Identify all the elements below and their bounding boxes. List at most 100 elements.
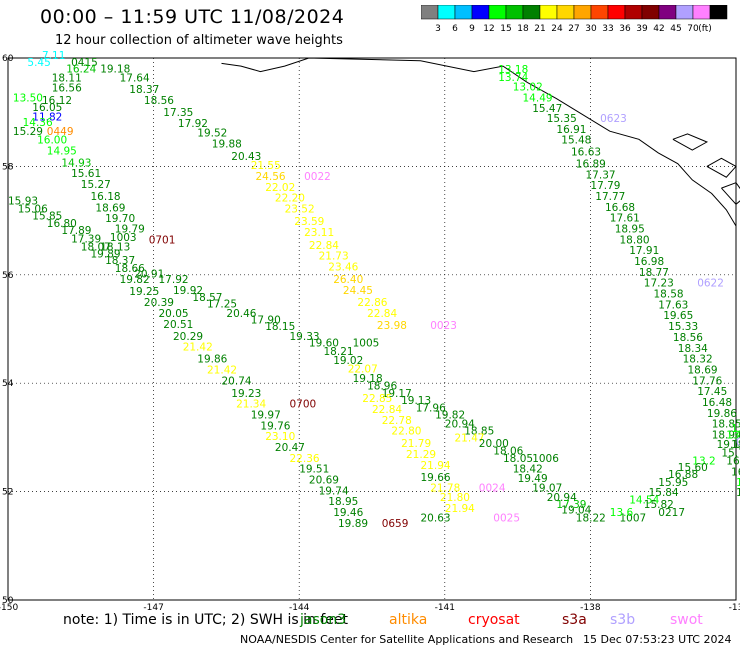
wave-height-label: 14.49 — [523, 92, 553, 104]
longitude-tick-label: -141 — [435, 603, 455, 613]
wave-height-label: 17.45 — [697, 386, 727, 398]
wave-height-label: 0701 — [149, 234, 176, 246]
wave-height-label: 16.02 — [736, 487, 740, 499]
wave-height-label: 16.91 — [556, 124, 586, 136]
wave-height-label: 23.98 — [377, 320, 407, 332]
wave-height-label: 18.95 — [615, 224, 645, 236]
wave-height-label: 13.74 — [498, 72, 528, 84]
wave-height-label: 22.84 — [309, 240, 339, 252]
wave-height-label: 23.10 — [265, 431, 295, 443]
wave-height-label: 21.34 — [236, 399, 266, 411]
wave-height-label: 16.63 — [571, 147, 601, 159]
wave-height-label: 22.02 — [265, 182, 295, 194]
latitude-tick-label: 52 — [2, 488, 13, 498]
wave-height-label: 18.21 — [324, 346, 354, 358]
wave-height-label: 21.79 — [401, 438, 431, 450]
wave-height-label: 20.51 — [163, 319, 193, 331]
longitude-tick-label: -147 — [143, 603, 163, 613]
wave-height-label: 0659 — [382, 518, 409, 530]
wave-height-label: 18.96 — [367, 381, 397, 393]
colorbar-tick-label: 30 — [585, 24, 597, 34]
wave-height-label: 17.91 — [629, 245, 659, 257]
colorbar-tick-label: 9 — [469, 24, 475, 34]
wave-height-label: 19.18 — [100, 64, 130, 76]
latitude-tick-label: 54 — [2, 379, 14, 389]
colorbar-tick-label: 6 — [452, 24, 458, 34]
wave-height-label: 19.52 — [197, 128, 227, 140]
wave-height-label: 19.74 — [319, 485, 349, 497]
wave-height-label: 0700 — [290, 399, 317, 411]
wave-height-label: 14.54 — [629, 495, 659, 507]
wave-height-label: 19.07 — [532, 483, 562, 495]
wave-height-label: 26.40 — [333, 274, 363, 286]
longitude-tick-label: -150 — [0, 603, 18, 613]
latitude-tick-label: 56 — [2, 271, 14, 281]
wave-height-label: 21.55 — [251, 160, 281, 172]
wave-height-label: 14.93 — [61, 157, 91, 169]
wave-height-label: 19.66 — [421, 472, 451, 484]
wave-height-label: 18.11 — [52, 72, 82, 84]
wave-height-label: 15.29 — [13, 126, 43, 138]
wave-height-label: 0024 — [479, 483, 506, 495]
wave-height-label: 15.48 — [561, 135, 591, 147]
wave-height-label: 18.66 — [115, 263, 145, 275]
wave-height-label: 19.25 — [129, 286, 159, 298]
wave-height-label: 16.18 — [91, 191, 121, 203]
wave-height-label: 15.06 — [18, 204, 48, 216]
wave-height-label: 21.29 — [406, 449, 436, 461]
legend-s3a: s3a — [562, 612, 587, 628]
wave-height-label: 18.56 — [144, 95, 174, 107]
wave-height-label: 0025 — [493, 512, 520, 524]
wave-height-label: 19.70 — [105, 213, 135, 225]
wave-height-label: 1005 — [353, 337, 380, 349]
wave-height-label: 17.96 — [416, 402, 446, 414]
wave-height-label: 16.88 — [668, 469, 698, 481]
wave-height-label: 0023 — [430, 320, 457, 332]
wave-height-label: 22.84 — [372, 404, 402, 416]
latitude-tick-label: 60 — [2, 54, 14, 64]
wave-height-label: 23.59 — [294, 216, 324, 228]
wave-height-label: 17.90 — [251, 315, 281, 327]
latitude-tick-label: 58 — [2, 162, 14, 172]
wave-height-label: 20.91 — [134, 269, 164, 281]
wave-height-label: 19.18 — [353, 373, 383, 385]
wave-height-label: 17.25 — [207, 298, 237, 310]
colorbar-unit: (ft) — [698, 24, 712, 34]
wave-height-label: 17.35 — [163, 107, 193, 119]
wave-height-label: 17.77 — [595, 191, 625, 203]
wave-height-label: 19.88 — [212, 138, 242, 150]
wave-height-label: 15.27 — [81, 179, 111, 191]
coastline — [221, 57, 737, 227]
wave-height-label: 18.85 — [464, 426, 494, 438]
wave-height-label: 18.05 — [503, 453, 533, 465]
wave-height-label: 5.45 — [27, 57, 50, 69]
credit-line: NOAA/NESDIS Center for Satellite Applica… — [240, 633, 574, 646]
wave-height-label: 18.85 — [712, 419, 740, 431]
colorbar-tick-label: 3 — [435, 24, 441, 34]
wave-height-label: 13 — [731, 423, 740, 435]
wave-height-label: 16.10 — [726, 456, 740, 468]
wave-height-label: 19.04 — [561, 504, 591, 516]
wave-height-label: 20.46 — [226, 308, 256, 320]
wave-height-label: 19.97 — [251, 409, 281, 421]
wave-height-label: 18.13 — [100, 241, 130, 253]
wave-height-label: 20.43 — [231, 151, 261, 163]
wave-height-label: 21.78 — [430, 483, 460, 495]
wave-height-label: 23.52 — [285, 204, 315, 216]
wave-height-label: 19.82 — [120, 274, 150, 286]
wave-height-label: 11.82 — [32, 111, 62, 123]
wave-height-label: 18.07 — [81, 241, 111, 253]
wave-height-label: 18.56 — [673, 332, 703, 344]
wave-height-label: 15.93 — [8, 195, 38, 207]
wave-height-label: 20.00 — [479, 438, 509, 450]
wave-height-label: 16.05 — [32, 102, 62, 114]
wave-height-label: 0236 — [736, 437, 740, 449]
wave-height-label: 17.79 — [590, 180, 620, 192]
wave-height-label: 17.92 — [178, 118, 208, 130]
wave-height-label: 16.12 — [42, 95, 72, 107]
wave-height-label: 17.39 — [71, 233, 101, 245]
wave-height-label: 18.80 — [620, 234, 650, 246]
wave-height-label: 19.16 — [717, 439, 740, 451]
island-outline — [721, 182, 740, 205]
wave-height-label: 0449 — [47, 126, 74, 138]
